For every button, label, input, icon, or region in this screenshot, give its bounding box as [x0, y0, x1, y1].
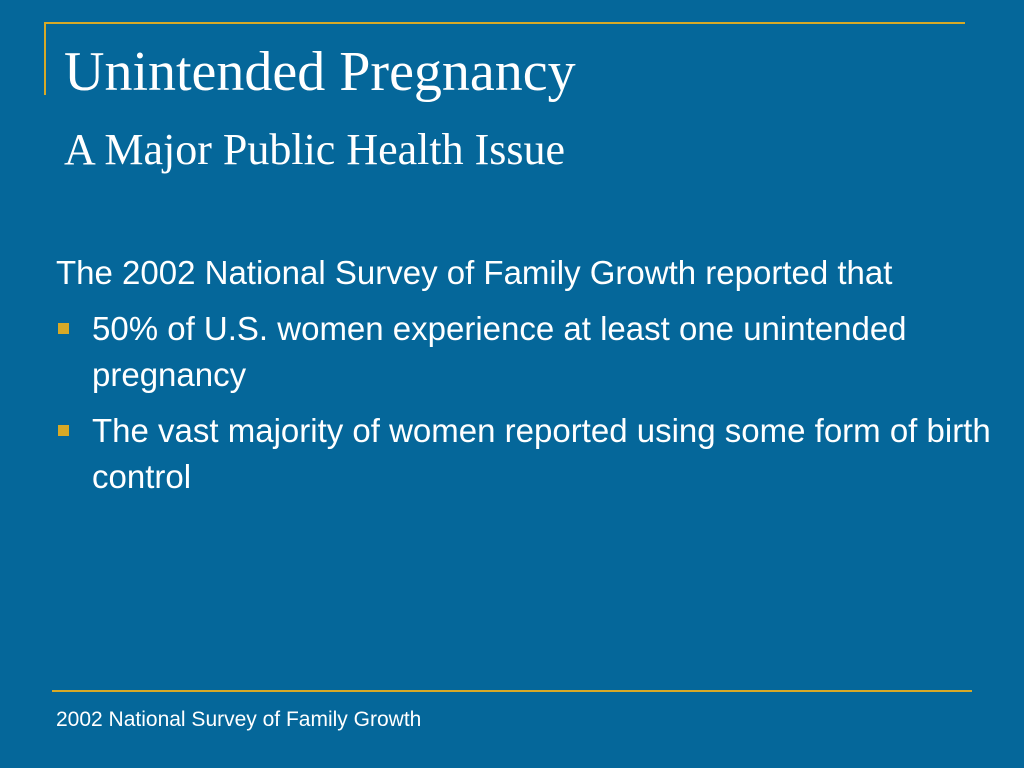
- bullet-item: 50% of U.S. women experience at least on…: [56, 306, 1006, 398]
- square-bullet-icon: [58, 425, 69, 436]
- footer-rule: [52, 690, 972, 692]
- intro-text: The 2002 National Survey of Family Growt…: [56, 254, 893, 291]
- slide-body: The 2002 National Survey of Family Growt…: [56, 250, 1006, 510]
- title-frame-left-rule: [44, 22, 46, 95]
- footer-source: 2002 National Survey of Family Growth: [56, 708, 422, 731]
- square-bullet-icon: [58, 323, 69, 334]
- bullet-text: The vast majority of women reported usin…: [92, 412, 991, 495]
- slide-title: Unintended Pregnancy: [64, 41, 576, 103]
- title-frame-top-rule: [44, 22, 965, 24]
- bullet-text: 50% of U.S. women experience at least on…: [92, 310, 907, 393]
- slide-subtitle: A Major Public Health Issue: [64, 125, 566, 174]
- bullet-item: The vast majority of women reported usin…: [56, 408, 1006, 500]
